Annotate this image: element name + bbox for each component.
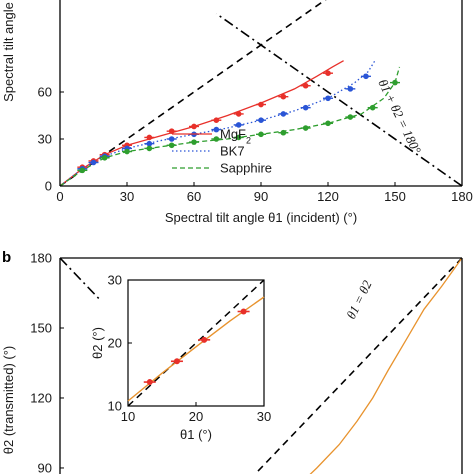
y-tick-label: 60 [38,84,52,99]
x-tick-label: 180 [451,189,473,204]
inset-y-tick-label: 10 [108,399,122,414]
data-point-mgf2 [258,101,264,108]
panel-b-y-tick-label: 180 [30,251,52,266]
data-point-sapphire [79,167,86,174]
data-point-sapphire [302,125,309,131]
inset-equality-line [127,279,265,407]
legend-label: BK7 [220,144,245,159]
y-tick-label: 0 [45,179,52,194]
panel-a-chart: 0 30 60 90 120 150 180 0 30 60 Spectral tilt ang… [1,0,473,225]
x-tick-label: 90 [254,189,268,204]
inset-x-tick-label: 10 [121,409,135,424]
legend-label: Sapphire [220,161,272,176]
x-axis-label: Spectral tilt angle θ1 (incident) (°) [165,210,357,225]
inset-data-point [240,308,247,315]
data-point-mgf2 [213,117,220,123]
inset-chart: 10 20 30 10 20 30 θ1 (°) θ2 (°) [90,273,271,443]
data-point-sapphire [213,136,220,142]
equal-line-annotation: θ1 = θ2 [343,277,375,321]
inset-x-axis-label: θ1 (°) [180,427,212,442]
inset-y-tick-label: 30 [108,273,122,288]
data-point-bk7 [146,140,153,147]
data-point-mgf2 [235,111,242,117]
inset-data-point [201,336,208,343]
data-point-mgf2 [280,93,287,100]
data-point-mgf2 [325,70,331,76]
x-tick-label: 0 [56,189,63,204]
data-point-bk7 [280,111,287,117]
data-point-sapphire [124,148,130,155]
x-tick-label: 60 [187,189,201,204]
sum-180-line [60,258,101,301]
x-tick-label: 120 [317,189,339,204]
inset-x-tick-label: 30 [257,409,271,424]
panel-b-y-tick-label: 120 [30,390,52,405]
panel-b-fit-curve [309,258,462,474]
data-point-sapphire [235,134,242,141]
inset-x-tick-label: 20 [189,409,203,424]
series-line-bk7 [60,60,376,186]
panel-b-chart: b 180 150 120 90 θ2 (transmitted) (°) θ1 = … [1,249,463,474]
inset-y-tick-label: 20 [108,336,122,351]
data-point-bk7 [235,122,242,128]
data-point-mgf2 [191,123,197,130]
data-point-mgf2 [168,128,175,134]
data-point-bk7 [258,117,264,123]
inset-y-axis-label: θ2 (°) [90,327,105,359]
y-axis-label: Spectral tilt angle [1,2,16,102]
data-point-mgf2 [146,134,153,141]
x-tick-label: 30 [120,189,134,204]
data-point-bk7 [325,95,331,102]
x-tick-label: 150 [384,189,406,204]
panel-b-y-tick-label: 90 [38,460,52,474]
data-point-sapphire [101,154,108,161]
y-tick-label: 30 [38,131,52,146]
legend-label: MgF2 [220,127,251,146]
data-point-sapphire [325,120,331,127]
data-point-bk7 [363,73,369,80]
data-point-bk7 [168,136,175,142]
inset-data-point [146,379,153,386]
series-line-mgf2 [60,60,344,186]
inset-data-point [173,358,180,365]
data-point-mgf2 [302,82,309,89]
data-point-bk7 [302,104,309,111]
data-point-sapphire [146,145,153,152]
data-point-sapphire [168,142,175,149]
panel-label-b: b [2,249,11,266]
data-point-sapphire [369,104,376,111]
data-point-sapphire [191,139,197,145]
panel-b-y-tick-label: 150 [30,320,52,335]
panel-b-y-axis-label: θ2 (transmitted) (°) [1,346,16,455]
sum-line-annotation: θ1 + θ2 = 180° [375,77,424,156]
data-point-sapphire [392,79,398,86]
data-point-bk7 [90,159,97,166]
data-point-sapphire [280,129,287,136]
data-point-sapphire [347,114,354,120]
equality-line [254,258,462,474]
data-point-sapphire [258,131,264,138]
data-point-bk7 [347,86,354,92]
data-point-bk7 [213,126,220,133]
